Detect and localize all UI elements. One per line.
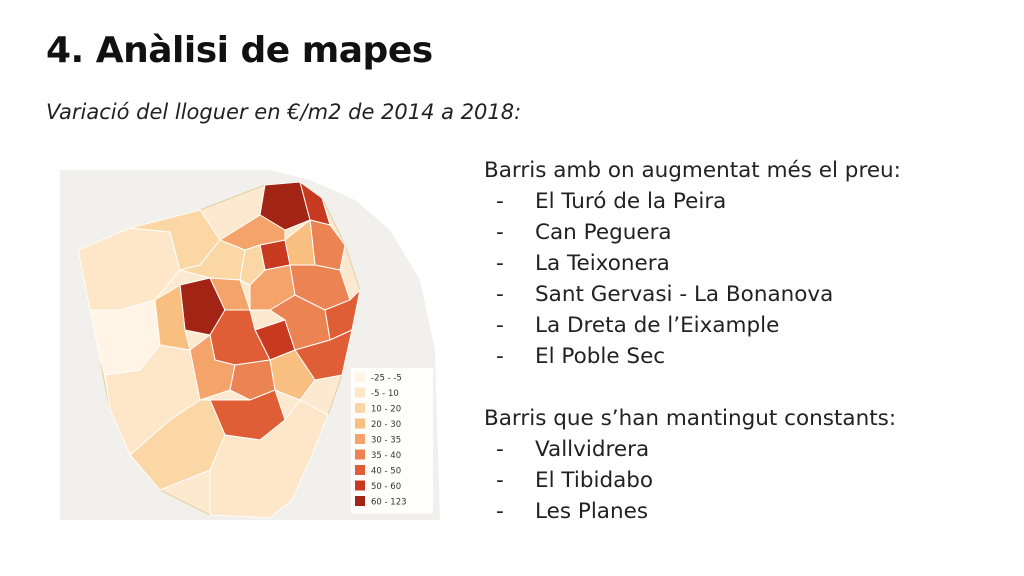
legend-swatch <box>355 480 365 491</box>
bullet-dash: - <box>496 468 504 493</box>
district-pedralbes <box>154 284 191 351</box>
legend-label: 35 - 40 <box>371 451 401 461</box>
legend-swatch <box>355 465 365 475</box>
legend-swatch <box>355 449 365 460</box>
constant-heading: Barris que s’han mantingut constants: <box>484 406 897 431</box>
list-item-label: Vallvidrera <box>535 437 650 462</box>
section-gap <box>484 372 1004 403</box>
barcelona-map-svg: -25 - -5 -5 - 10 10 - 20 20 - 30 30 - 35 35 -… <box>60 170 440 520</box>
list-item: - La Teixonera <box>484 248 1004 279</box>
bullet-dash: - <box>496 344 504 369</box>
list-item: - El Turó de la Peira <box>484 186 1004 217</box>
list-item: - La Dreta de l’Eixample <box>484 310 1004 341</box>
legend-label: 10 - 20 <box>371 405 401 415</box>
legend-swatch <box>355 496 365 506</box>
legend-swatch <box>355 387 365 398</box>
bullet-dash: - <box>496 499 504 524</box>
bullet-dash: - <box>496 313 504 338</box>
choropleth-map: -25 - -5 -5 - 10 10 - 20 20 - 30 30 - 35 35 -… <box>60 170 440 520</box>
legend-label: 50 - 60 <box>371 482 401 492</box>
list-item: - Sant Gervasi - La Bonanova <box>484 279 1004 310</box>
map-legend: -25 - -5 -5 - 10 10 - 20 20 - 30 30 - 35 35 -… <box>351 368 433 514</box>
list-item-label: La Dreta de l’Eixample <box>535 313 780 338</box>
legend-swatch <box>355 372 365 382</box>
increased-heading: Barris amb on augmentat més el preu: <box>484 158 901 183</box>
list-item-label: La Teixonera <box>535 251 670 276</box>
legend-label: 30 - 35 <box>371 436 401 446</box>
list-item: - El Tibidabo <box>484 465 1004 496</box>
bullet-dash: - <box>496 282 504 307</box>
legend-label: 60 - 123 <box>371 498 407 508</box>
legend-swatch <box>355 403 365 413</box>
legend-label: 20 - 30 <box>371 420 401 430</box>
list-item: - Les Planes <box>484 496 1004 527</box>
list-item: - El Poble Sec <box>484 341 1004 372</box>
slide-title: 4. Anàlisi de mapes <box>46 30 433 71</box>
bullet-dash: - <box>496 189 504 214</box>
legend-label: 40 - 50 <box>371 467 401 477</box>
list-item-label: El Poble Sec <box>535 344 666 369</box>
list-item-label: Sant Gervasi - La Bonanova <box>535 282 834 307</box>
neighbourhood-lists: Barris amb on augmentat més el preu: - El… <box>484 155 1004 527</box>
legend-label: -25 - -5 <box>371 374 402 384</box>
list-item-label: Can Peguera <box>535 220 672 245</box>
bullet-dash: - <box>496 437 504 462</box>
legend-label: -5 - 10 <box>371 389 399 399</box>
constant-list: - Vallvidrera - El Tibidabo - Les Planes <box>484 434 1004 527</box>
district-turo-de-la-peira <box>259 181 311 231</box>
list-item-label: Les Planes <box>535 499 649 524</box>
list-item: - Can Peguera <box>484 217 1004 248</box>
bullet-dash: - <box>496 251 504 276</box>
increased-list: - El Turó de la Peira - Can Peguera - La Te… <box>484 186 1004 372</box>
list-item-label: El Turó de la Peira <box>535 189 727 214</box>
legend-swatch <box>355 418 365 429</box>
list-item-label: El Tibidabo <box>535 468 654 493</box>
list-item: - Vallvidrera <box>484 434 1004 465</box>
slide-subtitle: Variació del lloguer en €/m2 de 2014 a 2… <box>46 100 522 124</box>
district-port <box>209 399 329 519</box>
bullet-dash: - <box>496 220 504 245</box>
legend-swatch <box>355 434 365 444</box>
